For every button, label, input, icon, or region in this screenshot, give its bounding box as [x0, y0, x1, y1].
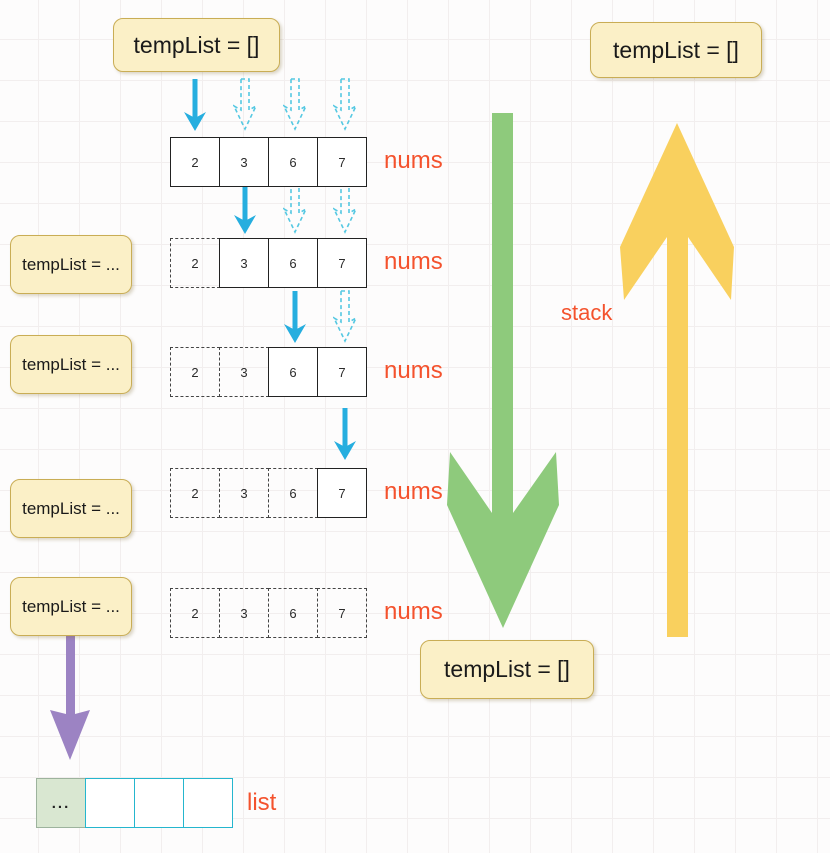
templist-note-top-right: tempList = [] — [590, 22, 762, 78]
nums-array-step-1: 2 3 6 7 — [170, 137, 367, 187]
list-cell — [85, 778, 135, 828]
templist-note-left-3: tempList = ... — [10, 479, 132, 538]
list-cell — [183, 778, 233, 828]
array-cell: 7 — [317, 137, 367, 187]
array-cell: 3 — [219, 468, 269, 518]
pending-pointer-arrow-icon — [333, 181, 357, 234]
nums-array-step-3: 2 3 6 7 — [170, 347, 367, 397]
stack-up-arrow — [620, 123, 734, 637]
array-cell: 7 — [317, 238, 367, 288]
pending-pointer-arrow-icon — [333, 78, 357, 131]
nums-label: nums — [384, 478, 443, 505]
active-pointer-arrow-icon — [184, 79, 206, 131]
nums-array-step-4: 2 3 6 7 — [170, 468, 367, 518]
templist-note-top: tempList = [] — [113, 18, 280, 72]
templist-note-left-2: tempList = ... — [10, 335, 132, 394]
pending-pointer-arrow-icon — [283, 181, 307, 234]
templist-note-top-text: tempList = [] — [133, 31, 260, 58]
array-cell: 6 — [268, 137, 318, 187]
templist-note-bottom-text: tempList = [] — [444, 656, 570, 682]
array-cell: 2 — [170, 468, 220, 518]
templist-note-left-1: tempList = ... — [10, 235, 132, 294]
result-list-array: ... — [36, 778, 233, 828]
array-cell: 6 — [268, 347, 318, 397]
array-cell: 2 — [170, 238, 220, 288]
array-cell: 6 — [268, 588, 318, 638]
array-cell: 7 — [317, 347, 367, 397]
result-down-arrow — [50, 633, 90, 760]
array-cell: 3 — [219, 137, 269, 187]
templist-note-left-4-text: tempList = ... — [22, 596, 120, 616]
pending-pointer-arrow-icon — [233, 78, 257, 131]
nums-label: nums — [384, 248, 443, 275]
nums-array-step-2: 2 3 6 7 — [170, 238, 367, 288]
array-cell: 6 — [268, 238, 318, 288]
active-pointer-arrow-icon — [334, 408, 356, 460]
array-cell: 3 — [219, 238, 269, 288]
templist-note-top-right-text: tempList = [] — [613, 36, 739, 63]
array-cell: 2 — [170, 347, 220, 397]
recursion-down-arrow — [447, 113, 559, 628]
templist-note-left-1-text: tempList = ... — [22, 254, 120, 274]
nums-label: nums — [384, 147, 443, 174]
array-cell: 2 — [170, 588, 220, 638]
pending-pointer-arrow-icon — [283, 78, 307, 131]
nums-label: nums — [384, 357, 443, 384]
pending-pointer-arrow-icon — [333, 290, 357, 343]
list-cell — [134, 778, 184, 828]
array-cell: 6 — [268, 468, 318, 518]
templist-note-left-3-text: tempList = ... — [22, 498, 120, 518]
stack-label: stack — [561, 300, 613, 325]
templist-note-left-4: tempList = ... — [10, 577, 132, 636]
nums-array-step-5: 2 3 6 7 — [170, 588, 367, 638]
active-pointer-arrow-icon — [234, 182, 256, 234]
array-cell: 7 — [317, 468, 367, 518]
array-cell: 3 — [219, 588, 269, 638]
list-cell-filled: ... — [36, 778, 86, 828]
array-cell: 7 — [317, 588, 367, 638]
active-pointer-arrow-icon — [284, 291, 306, 343]
array-cell: 3 — [219, 347, 269, 397]
nums-label: nums — [384, 598, 443, 625]
array-cell: 2 — [170, 137, 220, 187]
templist-note-left-2-text: tempList = ... — [22, 354, 120, 374]
templist-note-bottom: tempList = [] — [420, 640, 594, 699]
list-label: list — [247, 789, 277, 816]
